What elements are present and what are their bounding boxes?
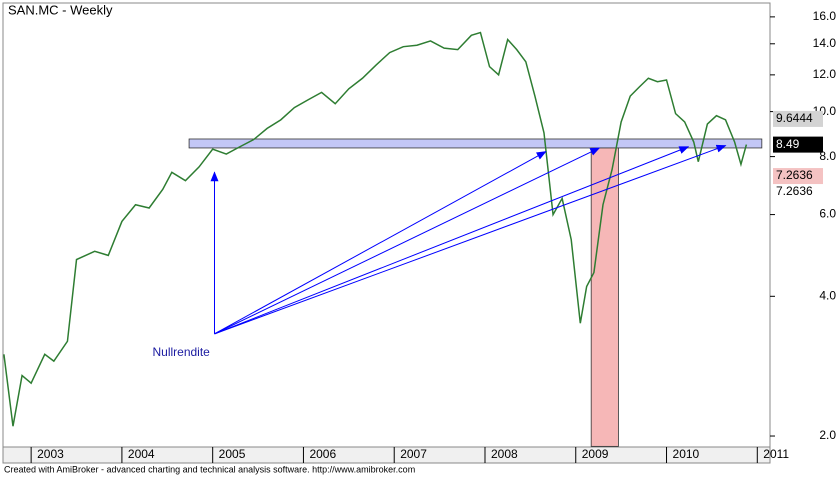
y-tick-label: 12.0	[813, 67, 837, 81]
x-tick-label: 2007	[400, 447, 427, 461]
x-axis-strip	[2, 446, 771, 464]
price-line	[3, 31, 748, 427]
x-tick-label: 2008	[491, 447, 518, 461]
x-tick-label: 2010	[673, 447, 700, 461]
plot-frame	[2, 2, 771, 448]
x-tick-label: 2004	[128, 447, 155, 461]
price-label-box	[773, 110, 823, 127]
price-label-box	[773, 136, 823, 153]
price-label: 7.2636	[776, 168, 813, 182]
arrow	[214, 144, 727, 335]
arrow	[214, 151, 547, 335]
arrow	[214, 146, 690, 335]
annotation: Nullrendite	[152, 345, 210, 359]
y-tick-label: 6.0	[819, 207, 836, 221]
footer: Created with AmiBroker - advanced charti…	[4, 464, 415, 474]
x-tick-label: 2006	[309, 447, 336, 461]
price-label: 8.49	[776, 137, 800, 151]
arrow	[214, 147, 601, 335]
zone	[590, 147, 619, 447]
x-tick-label: 2003	[37, 447, 64, 461]
y-tick-label: 8.0	[819, 149, 836, 163]
price-label: 7.2636	[776, 184, 813, 198]
zone	[188, 138, 763, 149]
x-tick-label: 2009	[582, 447, 609, 461]
y-tick-label: 4.0	[819, 288, 836, 302]
chart-title: SAN.MC - Weekly	[8, 2, 113, 17]
y-tick-label: 2.0	[819, 428, 836, 442]
x-tick-label: 2011	[763, 447, 789, 461]
y-tick-label: 14.0	[813, 36, 837, 50]
y-tick-label: 16.0	[813, 9, 837, 23]
price-label: 9.6444	[776, 111, 813, 125]
x-tick-label: 2005	[219, 447, 246, 461]
price-label-box	[773, 168, 823, 185]
